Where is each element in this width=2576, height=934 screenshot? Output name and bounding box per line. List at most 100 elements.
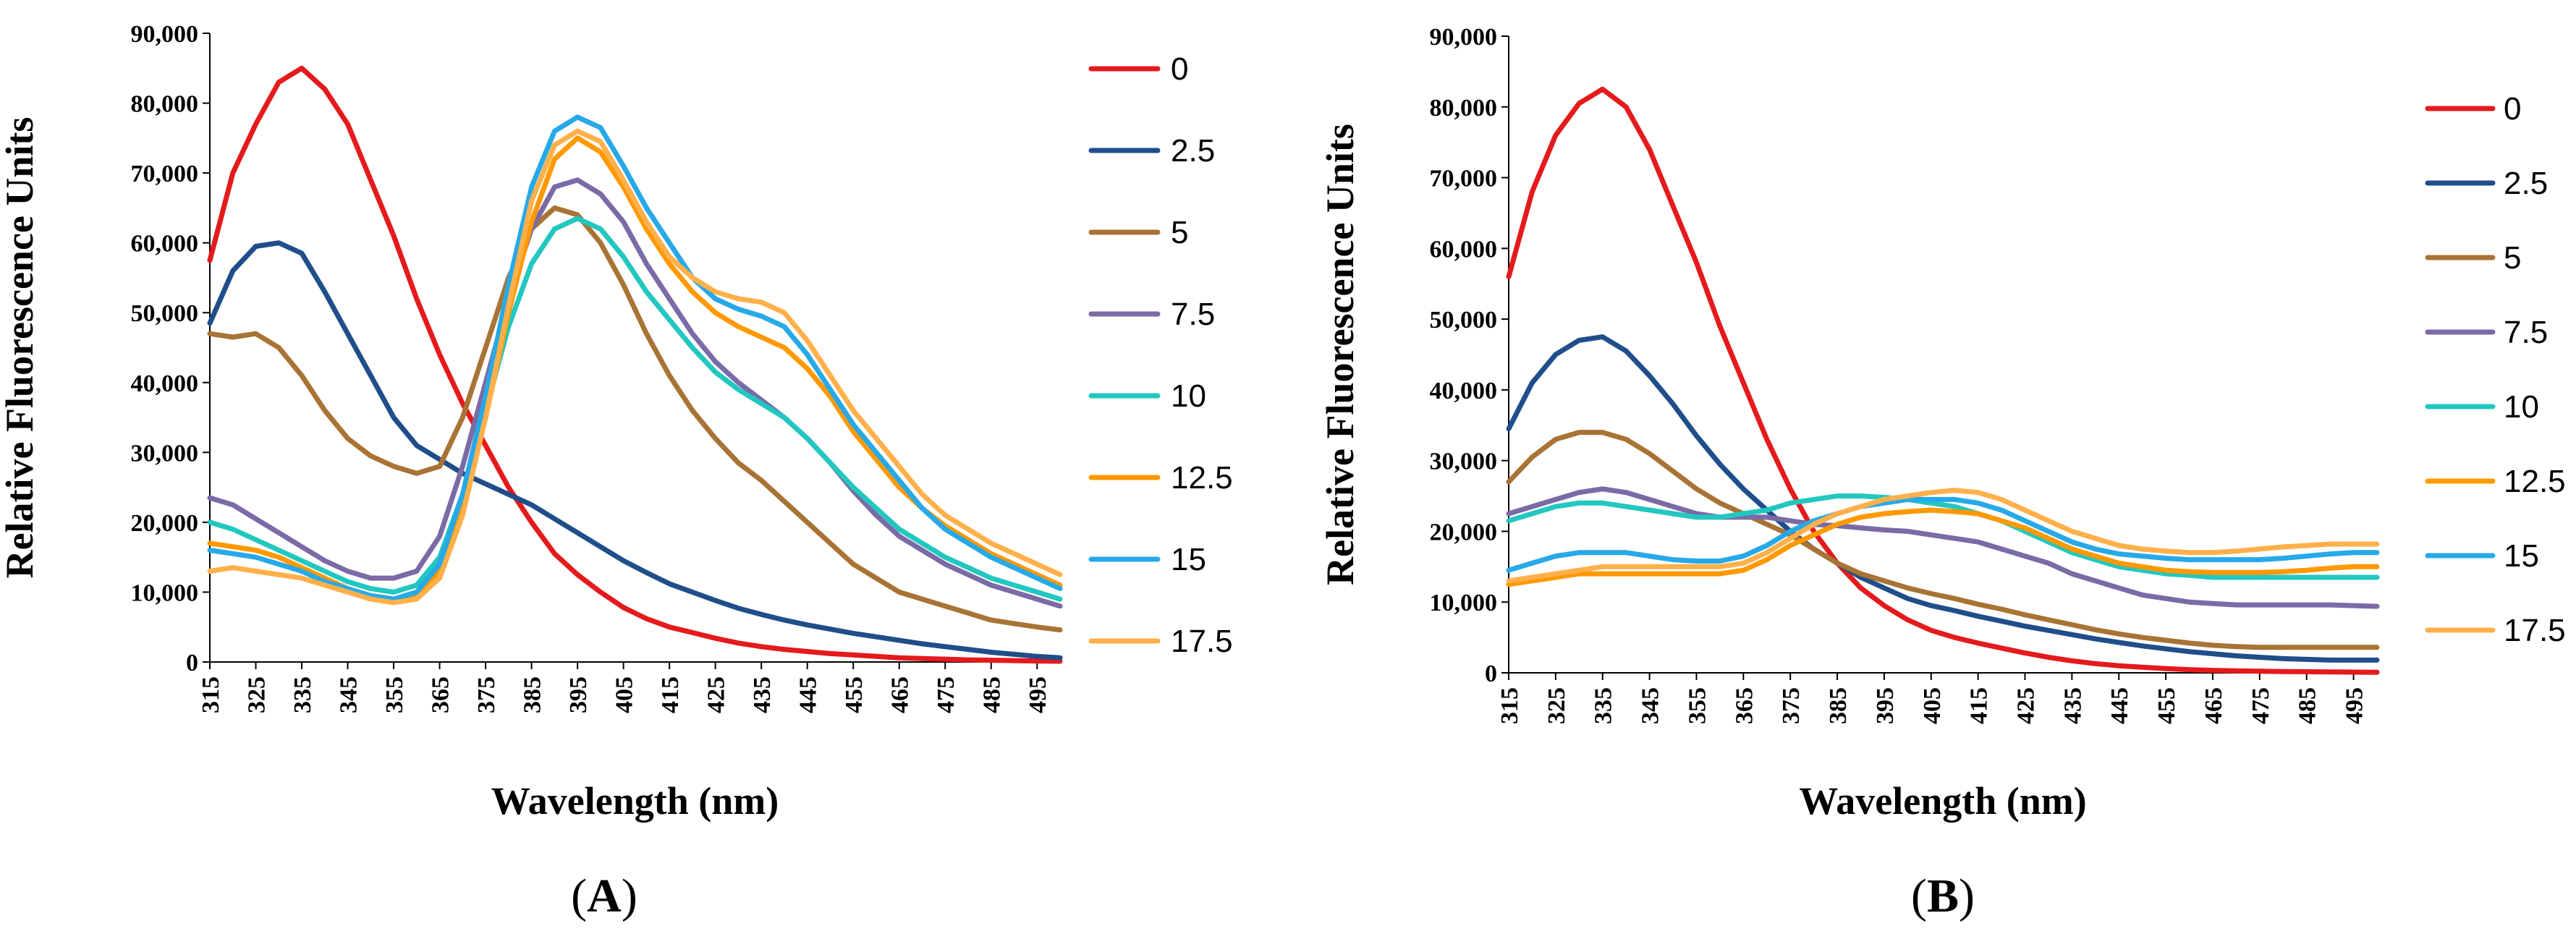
x-tick-label: 405 [611,676,638,713]
y-tick-label: 60,000 [131,231,199,258]
x-tick-label: 345 [1637,687,1664,724]
y-tick-label: 80,000 [1430,95,1498,122]
chart-panel-b: 0 10,000 20,000 30,000 40,000 50,000 60,000 70,… [1318,24,2566,922]
series-line-0 [207,65,1063,664]
series-line-2.5 [1506,334,2380,663]
panel-label: (A) [571,870,637,922]
x-tick-label: 435 [749,676,776,713]
series-line-0 [1506,86,2380,675]
panel-label-paren: ) [1959,870,1975,922]
y-tick-label: 90,000 [1430,24,1498,51]
y-tick-label: 40,000 [131,370,199,397]
series-line-7.5 [1506,486,2380,609]
y-tick-label: 0 [1485,661,1497,687]
x-tick-label: 395 [1872,687,1899,724]
y-tick-label: 80,000 [131,91,199,118]
legend-label-0: 0 [1171,51,1188,87]
panel-label-paren: ( [571,870,587,922]
y-tick-label: 70,000 [131,161,199,187]
y-tick-label: 30,000 [131,440,199,467]
y-tick-label: 60,000 [1430,236,1498,263]
x-tick-label: 415 [1966,687,1993,724]
series-line-17.5 [207,128,1063,606]
y-tick-label: 0 [186,650,198,676]
series-line-10 [1506,493,2380,580]
legend-label-12.5: 12.5 [2504,464,2566,499]
y-tick-label: 30,000 [1430,449,1498,475]
x-tick-label: 415 [657,676,684,713]
series-line-5 [1506,430,2380,650]
y-tick-label: 10,000 [131,579,199,606]
legend-label-17.5: 17.5 [1171,624,1233,659]
y-tick-label: 50,000 [1430,307,1498,334]
y-tick-label: 20,000 [1430,519,1498,545]
x-tick-label: 365 [428,676,454,713]
x-tick-label: 385 [1825,687,1852,724]
panel-label-paren: ) [622,870,637,922]
x-tick-label: 465 [887,676,914,713]
y-tick-label: 50,000 [131,300,199,327]
x-tick-label: 455 [841,676,868,713]
x-tick-label: 465 [2200,687,2227,724]
legend-label-15: 15 [2504,538,2539,574]
x-tick-label: 455 [2153,687,2180,724]
series-line-5 [207,205,1063,633]
x-tick-label: 475 [933,676,959,713]
legend-label-17.5: 17.5 [2504,613,2566,648]
x-tick-label: 425 [2013,687,2040,724]
x-tick-label: 395 [565,676,592,713]
series-line-17.5 [1506,488,2380,584]
x-tick-label: 375 [473,676,500,713]
legend-label-12.5: 12.5 [1171,460,1233,496]
x-tick-label: 425 [703,676,730,713]
legend-label-7.5: 7.5 [1171,297,1215,332]
x-tick-label: 495 [2342,687,2368,724]
legend-label-2.5: 2.5 [1171,133,1215,169]
x-tick-label: 345 [336,676,363,713]
legend-label-10: 10 [2504,389,2539,425]
y-axis-title: Relative Fluorescence Units [0,117,41,579]
chart-panel-a: 0 10,000 20,000 30,000 40,000 50,000 60,000 70,… [0,21,1233,922]
series-line-15 [1506,496,2380,573]
x-tick-label: 485 [2295,687,2321,724]
panel-label-letter: B [1927,870,1959,922]
series-line-12.5 [1506,507,2380,587]
legend-label-2.5: 2.5 [2504,166,2548,201]
x-tick-label: 325 [244,676,271,713]
x-tick-label: 375 [1778,687,1805,724]
panel-label-paren: ( [1911,870,1927,922]
y-axis-title: Relative Fluorescence Units [1318,124,1362,585]
legend-label-0: 0 [2504,91,2521,127]
y-tick-label: 70,000 [1430,166,1498,192]
x-axis-title: Wavelength (nm) [491,779,779,823]
y-tick-label: 40,000 [1430,378,1498,404]
x-tick-label: 315 [198,676,224,713]
x-axis-title: Wavelength (nm) [1799,779,2087,823]
series-line-15 [207,114,1063,602]
legend-label-5: 5 [1171,215,1188,250]
legend-label-7.5: 7.5 [2504,315,2548,350]
panel-label: (B) [1911,870,1975,922]
legend-label-5: 5 [2504,240,2521,276]
x-tick-label: 475 [2247,687,2274,724]
x-tick-label: 365 [1731,687,1758,724]
x-tick-label: 485 [979,676,1006,713]
x-tick-label: 325 [1543,687,1570,724]
series-line-12.5 [207,135,1063,602]
panel-label-letter: A [587,870,622,922]
x-tick-label: 435 [2059,687,2086,724]
x-tick-label: 385 [520,676,546,713]
x-tick-label: 445 [2106,687,2133,724]
legend-label-15: 15 [1171,542,1206,577]
x-tick-label: 335 [289,676,316,713]
x-tick-label: 405 [1919,687,1946,724]
x-tick-label: 445 [795,676,822,713]
y-tick-label: 20,000 [131,510,199,537]
x-tick-label: 495 [1025,676,1051,713]
series-line-10 [207,216,1063,602]
x-tick-label: 355 [381,676,408,713]
x-tick-label: 315 [1496,687,1523,724]
y-tick-label: 90,000 [131,21,199,48]
x-tick-label: 355 [1684,687,1711,724]
